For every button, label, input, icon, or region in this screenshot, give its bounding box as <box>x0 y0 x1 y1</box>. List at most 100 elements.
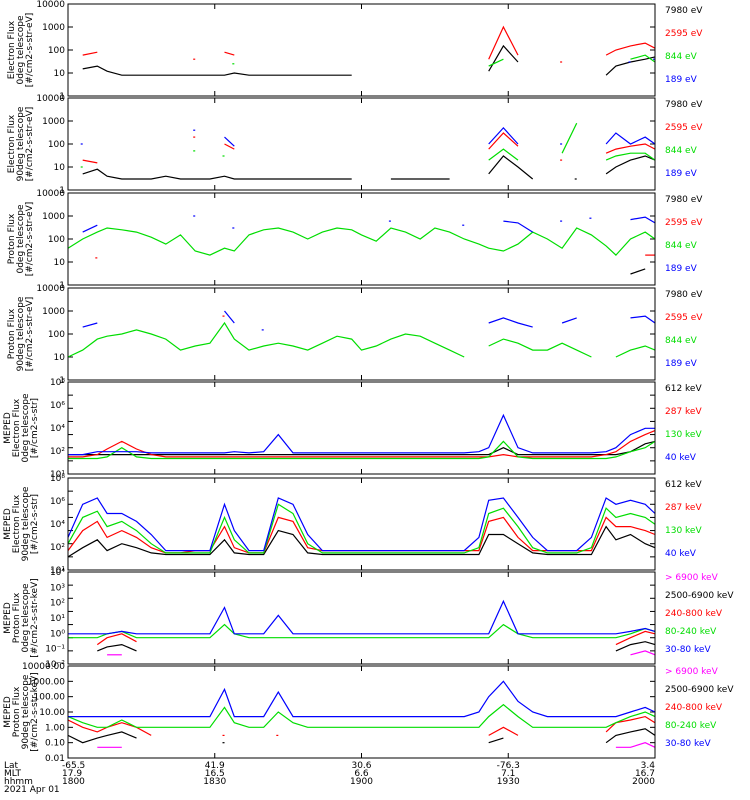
y-axis-title: Electron Flux <box>12 398 22 457</box>
x-tick-lat: 30.6 <box>351 761 371 771</box>
legend-entry: 80-240 keV <box>665 721 717 731</box>
y-axis-title: Electron Flux <box>12 494 22 553</box>
legend-entry: 612 keV <box>665 480 702 490</box>
y-axis-title: 0deg telescope <box>16 204 26 274</box>
y-tick-label: 100.00 <box>34 693 66 703</box>
series-red-line <box>224 51 235 56</box>
y-tick-label: 1000 <box>42 117 65 127</box>
y-tick-label: 10⁴ <box>50 520 65 530</box>
x-tick-hhmm: 1900 <box>350 777 373 787</box>
series-green-line <box>67 503 656 554</box>
y-tick-label: 10⁸ <box>50 474 65 484</box>
series-blue-line <box>630 216 656 224</box>
y-tick-label: 10000 <box>36 284 65 294</box>
series-red-line <box>82 51 98 56</box>
series-blue-line <box>488 317 533 328</box>
legend-entry: 240-800 keV <box>665 703 723 713</box>
legend-entry: 189 eV <box>665 75 698 85</box>
y-tick-label: 0.10 <box>45 739 65 749</box>
y-axis-title: 0deg telescope <box>21 583 31 653</box>
y-axis-title: MEPED <box>3 412 13 444</box>
y-tick-label: 1000 <box>42 212 65 222</box>
series-magenta-line <box>630 650 656 656</box>
series-blue-line <box>630 315 656 324</box>
x-axis-row-label: hhmm <box>4 777 33 787</box>
panel-5: 10¹ 10² 10⁴ 10⁶ 10⁸ MEPED Electron Flux 0deg te… <box>3 378 702 480</box>
x-tick-hhmm: 2000 <box>632 777 655 787</box>
y-tick-label: 1 <box>59 186 65 196</box>
series-green-line <box>488 148 519 161</box>
series-black-line <box>68 440 656 456</box>
y-tick-label: 1000 <box>42 307 65 317</box>
y-tick-label: 10⁴ <box>50 424 65 434</box>
x-tick-hhmm: 1800 <box>62 777 85 787</box>
legend-entry: 130 keV <box>665 526 702 536</box>
x-tick-mlt: 16.5 <box>205 769 225 779</box>
legend-entry: 2500-6900 keV <box>665 685 734 695</box>
y-tick-label: 10⁴ <box>50 568 65 578</box>
y-tick-label: 10⁸ <box>50 378 65 388</box>
series-blue-line <box>67 497 656 552</box>
y-axis-title: Proton Flux <box>7 308 17 359</box>
y-axis-title: MEPED <box>3 602 13 634</box>
series-blue-line <box>82 322 98 328</box>
series-green-line <box>67 227 656 256</box>
panel-frame <box>67 665 656 759</box>
legend-entry: 7980 eV <box>665 195 703 205</box>
series-red-line <box>605 42 656 56</box>
series-red-line <box>67 516 656 554</box>
legend-entry: 7980 eV <box>665 6 703 16</box>
series-red-line <box>82 159 98 164</box>
x-tick-mlt: 6.6 <box>354 769 369 779</box>
legend-entry: 40 keV <box>665 549 697 559</box>
legend-entry: 130 keV <box>665 430 702 440</box>
y-axis-title: [#/cm2-s-str-eV] <box>25 297 35 372</box>
y-tick-label: 1000 <box>42 23 65 33</box>
y-tick-label: 10⁰ <box>50 629 65 639</box>
legend-entry: 287 keV <box>665 407 702 417</box>
x-tick-mlt: 16.7 <box>635 769 655 779</box>
y-axis-title: 0deg telescope <box>21 393 31 463</box>
legend-entry: 844 eV <box>665 336 698 346</box>
y-tick-label: 10⁻¹ <box>45 645 65 655</box>
y-axis-title: 90deg telescope <box>16 106 26 181</box>
y-tick-label: 10¹ <box>50 566 65 576</box>
series-blue-line <box>68 680 656 718</box>
y-axis-title: [#/cm2-s-str-eV] <box>25 13 35 88</box>
panel-2: 1 10 100 1000 10000 Electron Flux 90deg telesc… <box>7 94 703 196</box>
x-tick-mlt: 7.1 <box>501 769 515 779</box>
legend-entry: 189 eV <box>665 264 698 274</box>
legend-entry: 2595 eV <box>665 218 703 228</box>
series-green-line <box>605 152 656 161</box>
series-black-line <box>605 155 656 175</box>
y-tick-label: 1 <box>59 281 65 291</box>
panel-3: 1 10 100 1000 10000 Proton Flux 0deg telescope… <box>7 189 703 291</box>
legend-entry: 2500-6900 keV <box>665 591 734 601</box>
series-black-line <box>630 268 646 275</box>
legend-entry: 30-80 keV <box>665 739 711 749</box>
series-green-line <box>67 321 465 358</box>
y-axis-title: Proton Flux <box>7 213 17 264</box>
y-axis-title: [#/cm2-s-str-keV] <box>30 672 40 751</box>
panel-4: 1 10 100 1000 10000 Proton Flux 90deg telescop… <box>7 284 703 386</box>
panel-frame <box>67 3 656 97</box>
series-green-line <box>630 54 656 63</box>
legend-entry: 844 eV <box>665 146 698 156</box>
series-red-line <box>488 132 519 150</box>
y-tick-label: 10 <box>54 258 66 268</box>
y-tick-label: 10² <box>50 447 65 457</box>
series-magenta-line <box>615 742 656 748</box>
y-tick-label: 10000 <box>36 94 65 104</box>
y-axis-title: [#/cm2-s-str-eV] <box>25 202 35 277</box>
y-tick-label: 1 <box>59 376 65 386</box>
series-red-line <box>488 25 519 60</box>
y-tick-label: 1.00 <box>45 723 65 733</box>
series-blue-line <box>68 599 656 635</box>
legend-entry: 189 eV <box>665 169 698 179</box>
y-axis-title: 90deg telescope <box>16 296 26 371</box>
y-tick-label: 10⁶ <box>50 401 65 411</box>
panel-6: 10¹ 10² 10⁴ 10⁶ 10⁸ MEPED Electron Flux 90deg t… <box>3 474 702 576</box>
series-blue-line <box>68 413 655 456</box>
series-black-line <box>67 731 137 744</box>
